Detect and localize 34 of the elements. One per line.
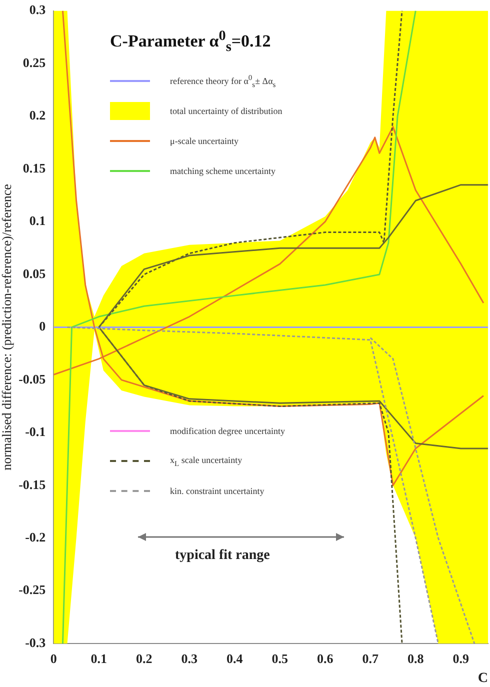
y-tick-label: -0.3 <box>25 634 46 650</box>
y-tick-label: -0.05 <box>18 371 46 386</box>
x-tick-label: 0.8 <box>407 650 424 666</box>
x-tick-label: 0.9 <box>452 650 470 666</box>
y-tick-label: 0.2 <box>29 108 46 123</box>
legend-label: total uncertainty of distribution <box>170 106 282 116</box>
y-tick-label: 0.1 <box>29 213 46 228</box>
x-tick-label: 0.6 <box>317 650 334 666</box>
y-tick-label: 0.05 <box>22 266 46 281</box>
x-tick-label: 0.4 <box>226 650 244 666</box>
y-tick-label: 0.3 <box>29 2 46 18</box>
text: C-Parameter α$^{0}$$_{s}$=0.12 <box>110 28 271 56</box>
x-tick-label: 0.7 <box>362 650 379 666</box>
legend-label: x$_{L}$ scale uncertainty <box>170 454 242 468</box>
legend-label: kin. constraint uncertainty <box>170 486 264 496</box>
x-axis-title: C <box>478 671 488 686</box>
y-tick-label: -0.1 <box>25 424 46 440</box>
y-tick-label: -0.15 <box>18 476 46 492</box>
legend-label: modification degree uncertainty <box>170 426 285 436</box>
x-tick-label: 0.3 <box>181 650 198 666</box>
y-tick-label: 0.15 <box>22 160 46 176</box>
legend-label: μ-scale uncertainty <box>170 136 239 146</box>
x-tick-label: 0.2 <box>136 650 152 666</box>
annotation: typical fit range <box>175 548 270 564</box>
y-axis-title: normalised difference: (prediction-reference)/reference <box>0 184 14 470</box>
x-tick-label: 0.1 <box>90 650 108 666</box>
y-tick-label: -0.2 <box>25 529 46 544</box>
x-tick-label: 0.5 <box>272 650 289 666</box>
y-tick-label: 0 <box>39 318 46 334</box>
legend-label: matching scheme uncertainty <box>170 166 276 176</box>
legend-label: reference theory for α$^{0}$$_{s}$± Δα$_{s}$ <box>170 73 276 89</box>
x-tick-label: 0 <box>50 650 57 666</box>
y-tick-label: -0.25 <box>18 582 46 598</box>
y-tick-label: 0.25 <box>22 54 46 70</box>
